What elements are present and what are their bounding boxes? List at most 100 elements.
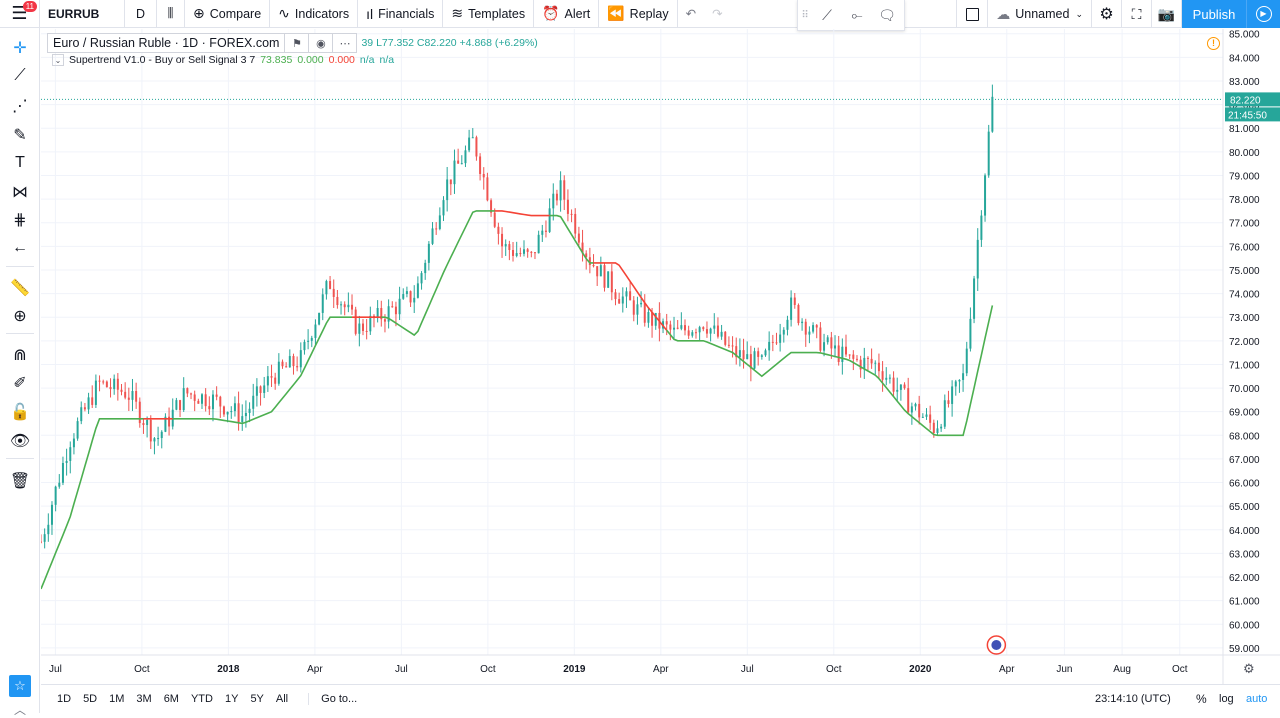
- candle-body: [299, 350, 302, 368]
- publish-button[interactable]: Publish: [1182, 0, 1246, 28]
- magnet-icon[interactable]: ⋒: [13, 347, 27, 364]
- candle-body: [749, 354, 752, 369]
- candle-body: [233, 403, 236, 412]
- main-menu-button[interactable]: ☰ 11: [0, 0, 40, 28]
- candle-body: [365, 330, 368, 332]
- horizontal-ray-tool-icon[interactable]: ⟜: [851, 6, 863, 23]
- candle-body: [760, 355, 763, 357]
- candle-body: [757, 351, 760, 357]
- time-tick-label: Jul: [49, 664, 62, 675]
- alert-button[interactable]: ⏰ Alert: [534, 0, 600, 28]
- fib-tool-icon[interactable]: ⋰: [12, 98, 28, 115]
- trend-line-tool-icon[interactable]: ⟋: [822, 6, 832, 23]
- indicators-button[interactable]: ∿ Indicators: [270, 0, 359, 28]
- date-range-buttons: 1D 5D 1M 3M 6M YTD 1Y 5Y All: [51, 693, 294, 705]
- candle-body: [519, 253, 522, 255]
- candle-body: [164, 416, 167, 432]
- candle-body: [973, 278, 976, 319]
- chart-pane[interactable]: 85.00084.00083.00082.00081.00080.00079.0…: [40, 29, 1280, 684]
- candle-body: [530, 251, 533, 253]
- goto-date-button[interactable]: Go to...: [308, 693, 357, 705]
- time-tick-label: 2018: [217, 664, 240, 675]
- range-button-5y[interactable]: 5Y: [250, 693, 264, 705]
- price-tick-label: 60.000: [1229, 620, 1260, 631]
- layout-select-button[interactable]: [956, 0, 989, 28]
- indicator-name[interactable]: Supertrend V1.0 - Buy or Sell Signal 3 7: [69, 54, 256, 66]
- candle-body: [332, 288, 335, 297]
- candle-body: [764, 350, 767, 356]
- candle-body: [391, 306, 394, 308]
- range-button-6m[interactable]: 6M: [163, 693, 179, 705]
- eye-icon[interactable]: 👁: [9, 433, 31, 450]
- collapse-indicators-button[interactable]: ⌄: [52, 54, 64, 66]
- prediction-tool-icon[interactable]: ⋕: [13, 212, 27, 229]
- more-dots-icon: ⋯: [339, 37, 351, 50]
- symbol-title[interactable]: Euro / Russian Ruble · 1D · FOREX.com: [47, 33, 286, 53]
- range-button-1m[interactable]: 1M: [109, 693, 125, 705]
- financials-button[interactable]: ıl Financials: [358, 0, 444, 28]
- candle-body: [449, 179, 452, 185]
- chart-style-button[interactable]: ⫼: [157, 0, 185, 28]
- candle-body: [131, 391, 134, 400]
- candle-body: [50, 504, 53, 525]
- snapshot-button[interactable]: 📷: [1152, 0, 1182, 28]
- candle-body: [508, 244, 511, 250]
- undo-button[interactable]: ↶: [678, 0, 704, 28]
- candle-body: [211, 394, 214, 410]
- settings-button[interactable]: ⚙: [1092, 0, 1122, 28]
- price-chart[interactable]: 85.00084.00083.00082.00081.00080.00079.0…: [40, 29, 1280, 684]
- candle-body: [782, 329, 785, 335]
- text-tool-icon[interactable]: T: [15, 154, 25, 171]
- range-button-all[interactable]: All: [275, 693, 289, 705]
- pattern-tool-icon[interactable]: ⋈: [12, 184, 28, 201]
- chart-settings-gear-icon[interactable]: ⚙: [1243, 661, 1255, 676]
- interval-button[interactable]: D: [125, 0, 157, 28]
- replay-button[interactable]: ⏪ Replay: [599, 0, 678, 28]
- range-button-ytd[interactable]: YTD: [190, 693, 213, 705]
- candle-body: [702, 327, 705, 330]
- collapse-toolbar-icon[interactable]: ︿: [13, 703, 26, 717]
- ruler-icon[interactable]: 📏: [10, 280, 30, 297]
- warning-icon[interactable]: !: [1207, 37, 1220, 50]
- more-button[interactable]: ⋯: [333, 33, 358, 53]
- trend-line-icon[interactable]: ⟋: [14, 67, 26, 84]
- percent-scale-toggle[interactable]: %: [1196, 692, 1207, 706]
- candle-body: [127, 397, 130, 400]
- candle-body: [124, 391, 127, 398]
- candle-body: [285, 366, 288, 368]
- utc-clock[interactable]: 23:14:10 (UTC): [1095, 693, 1171, 705]
- compare-button[interactable]: ⊕ Compare: [185, 0, 271, 28]
- candle-body: [823, 342, 826, 351]
- layout-name-button[interactable]: ☁ Unnamed ⌄: [988, 0, 1092, 28]
- brush-icon[interactable]: ✎: [13, 127, 27, 144]
- arrow-back-icon[interactable]: ←: [12, 239, 28, 256]
- range-button-1d[interactable]: 1D: [57, 693, 72, 705]
- crosshair-icon[interactable]: ✛: [13, 40, 27, 57]
- candle-body: [387, 306, 390, 322]
- range-button-5d[interactable]: 5D: [83, 693, 98, 705]
- candle-body: [903, 384, 906, 389]
- candle-body: [947, 400, 950, 404]
- candle-body: [793, 297, 796, 305]
- callout-tool-icon[interactable]: 🗨: [878, 6, 896, 23]
- templates-button[interactable]: ≋ Templates: [443, 0, 535, 28]
- visibility-button[interactable]: ◉: [309, 33, 334, 53]
- candle-body: [479, 156, 482, 174]
- publish-dropdown-button[interactable]: ▶: [1246, 0, 1280, 28]
- auto-scale-toggle[interactable]: auto: [1246, 693, 1268, 705]
- symbol-search-button[interactable]: EURRUB: [40, 0, 125, 28]
- trash-icon[interactable]: 🗑: [9, 473, 31, 490]
- fullscreen-button[interactable]: ⛶: [1122, 0, 1152, 28]
- log-scale-toggle[interactable]: log: [1219, 693, 1234, 705]
- drag-handle-icon[interactable]: ⠿: [801, 9, 809, 21]
- range-button-3m[interactable]: 3M: [136, 693, 152, 705]
- lock-drawing-icon[interactable]: ✐: [13, 375, 27, 392]
- lock-icon[interactable]: 🔓: [10, 404, 30, 421]
- zoom-in-icon[interactable]: ⊕: [13, 308, 27, 325]
- candle-body: [281, 361, 284, 367]
- redo-button[interactable]: ↷: [704, 0, 730, 28]
- favorites-star-icon[interactable]: ☆: [9, 675, 31, 697]
- candle-body: [116, 378, 119, 390]
- flag-button[interactable]: ⚑: [285, 33, 310, 53]
- range-button-1y[interactable]: 1Y: [224, 693, 239, 705]
